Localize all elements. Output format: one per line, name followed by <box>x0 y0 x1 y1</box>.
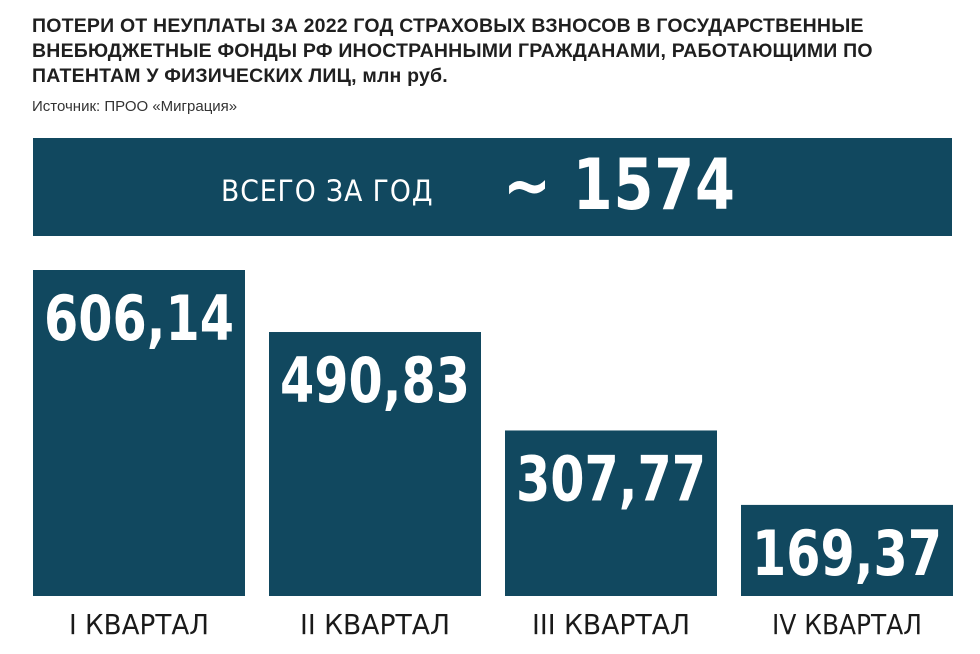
total-label: ВСЕГО ЗА ГОД <box>221 174 434 208</box>
bar-4 <box>741 504 953 596</box>
total-banner: ВСЕГО ЗА ГОД ~ 1574 <box>33 138 952 236</box>
bar-3 <box>505 430 717 596</box>
chart-title-text: ПОТЕРИ ОТ НЕУПЛАТЫ ЗА 2022 ГОД СТРАХОВЫХ… <box>32 15 873 87</box>
chart-source: Источник: ПРОО «Миграция» <box>32 98 238 115</box>
bar-value-label-2: 490,83 <box>280 344 470 417</box>
bar-value-label-1: 606,14 <box>44 282 234 355</box>
total-value: ~ 1574 <box>503 144 736 226</box>
category-label-1: I КВАРТАЛ <box>69 608 209 641</box>
bar-value-label-3: 307,77 <box>516 442 706 515</box>
category-label-4: IV КВАРТАЛ <box>772 608 922 641</box>
chart-unit: млн руб. <box>362 65 448 87</box>
category-label-2: II КВАРТАЛ <box>300 608 450 641</box>
category-label-3: III КВАРТАЛ <box>532 608 690 641</box>
bar-value-label-4: 169,37 <box>752 517 942 590</box>
bar-1 <box>33 270 245 596</box>
chart-title: ПОТЕРИ ОТ НЕУПЛАТЫ ЗА 2022 ГОД СТРАХОВЫХ… <box>32 14 962 89</box>
bar-2 <box>269 332 481 596</box>
